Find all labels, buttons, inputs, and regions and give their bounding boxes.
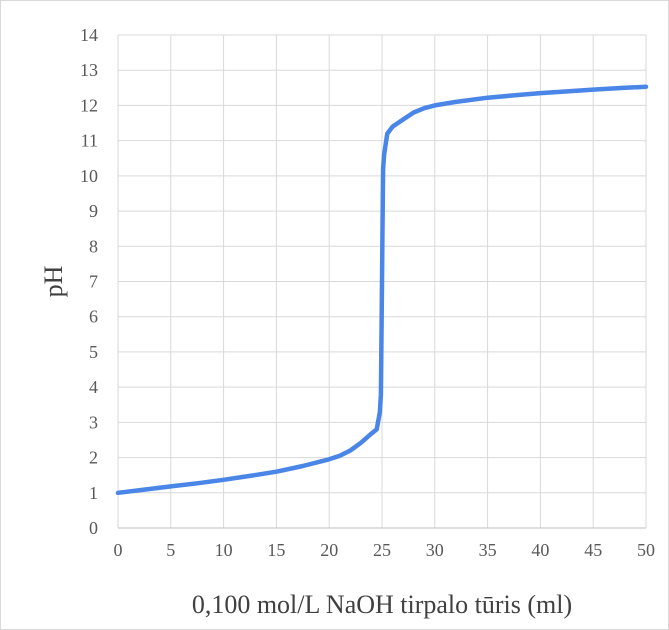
x-tick-label: 0 [114, 540, 123, 560]
x-tick-label: 20 [320, 540, 338, 560]
x-tick-label: 40 [531, 540, 549, 560]
y-tick-label: 0 [89, 518, 98, 538]
x-tick-label: 30 [426, 540, 444, 560]
y-tick-label: 12 [80, 95, 98, 115]
y-tick-label: 6 [89, 307, 98, 327]
y-tick-label: 3 [89, 412, 98, 432]
x-tick-label: 5 [166, 540, 175, 560]
y-tick-label: 14 [80, 25, 98, 45]
y-tick-label: 11 [81, 131, 98, 151]
x-tick-label: 45 [584, 540, 602, 560]
y-tick-label: 5 [89, 342, 98, 362]
x-tick-labels: 0 5 10 15 20 25 30 35 40 45 50 [114, 540, 656, 560]
y-tick-label: 8 [89, 236, 98, 256]
x-axis-title: 0,100 mol/L NaOH tirpalo tūris (ml) [192, 590, 572, 619]
y-tick-label: 1 [89, 483, 98, 503]
x-tick-label: 50 [637, 540, 655, 560]
x-tick-label: 15 [267, 540, 285, 560]
y-tick-label: 10 [80, 166, 98, 186]
y-tick-label: 4 [89, 377, 98, 397]
y-axis-title: pH [39, 265, 68, 297]
y-tick-label: 13 [80, 60, 98, 80]
x-tick-label: 10 [215, 540, 233, 560]
x-tick-label: 35 [479, 540, 497, 560]
series-group [115, 84, 649, 496]
y-tick-label: 2 [89, 448, 98, 468]
y-tick-label: 9 [89, 201, 98, 221]
x-tick-label: 25 [373, 540, 391, 560]
titration-curve-line [115, 84, 649, 496]
y-tick-label: 7 [89, 272, 98, 292]
